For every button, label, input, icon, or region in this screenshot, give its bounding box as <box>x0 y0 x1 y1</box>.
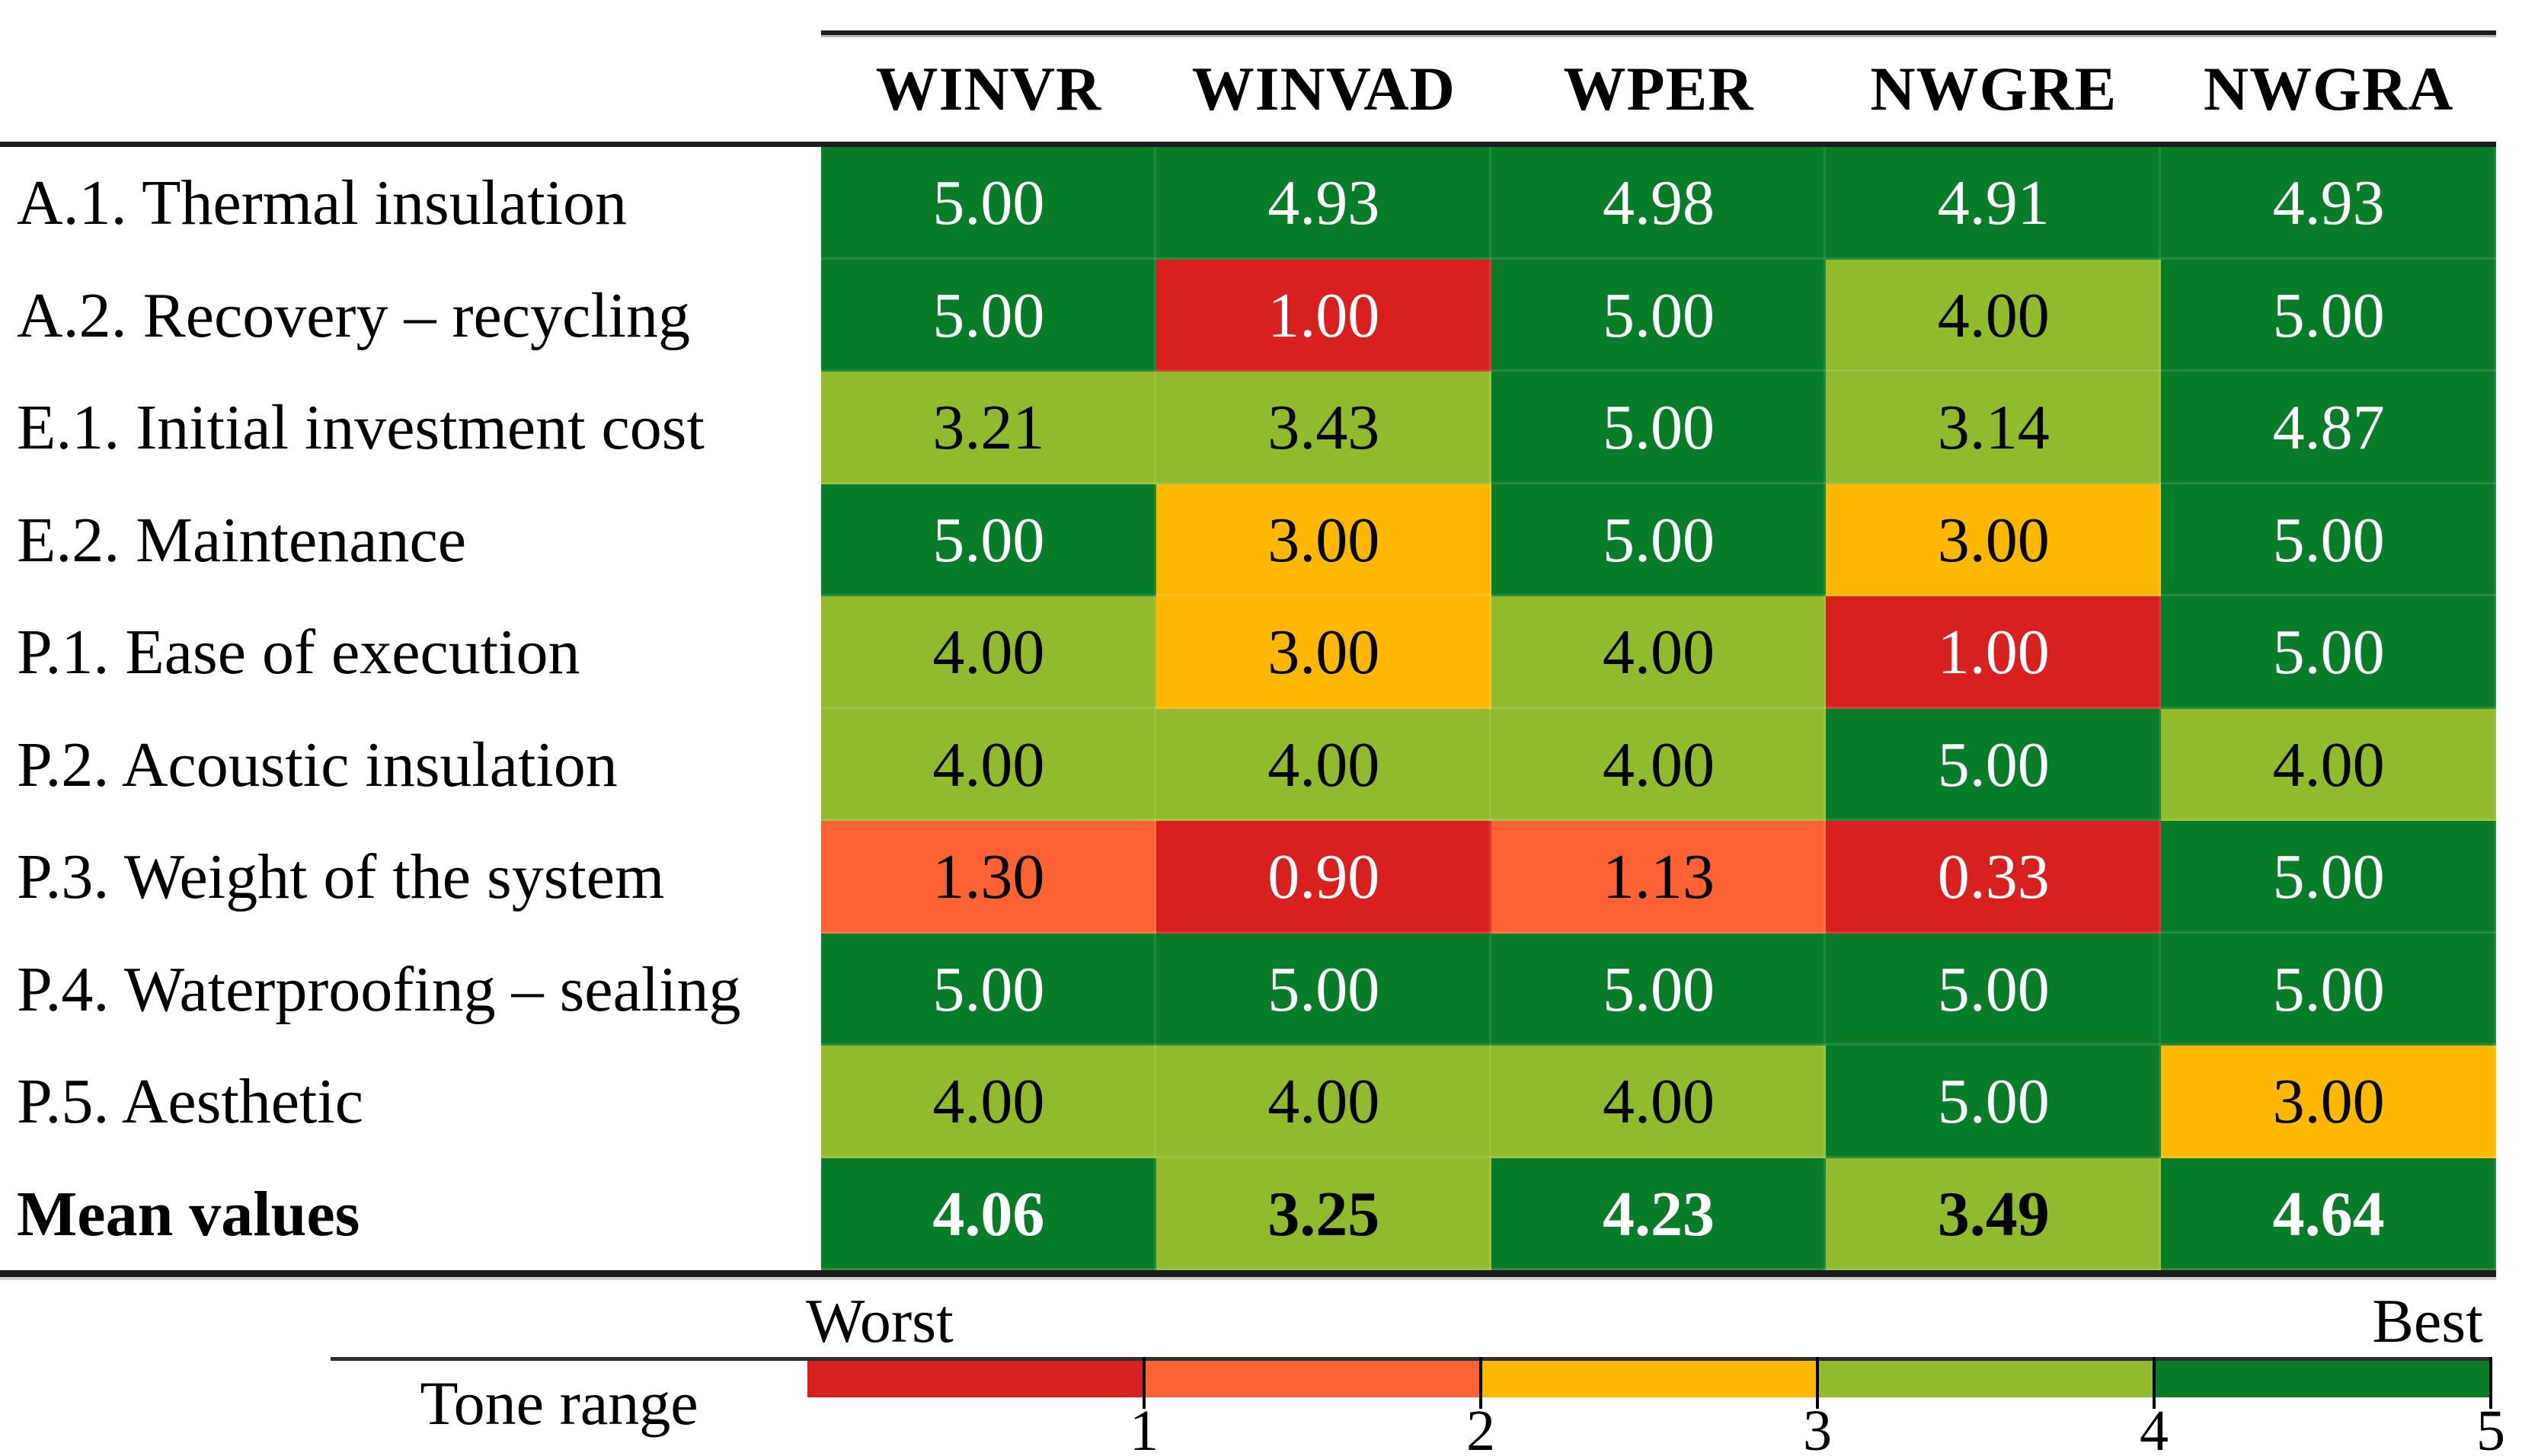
legend-color-segment <box>807 1361 1144 1397</box>
heatmap-cell: 4.87 <box>2161 372 2496 484</box>
heatmap-cell: 3.49 <box>1826 1157 2162 1270</box>
legend-tick-label: 3 <box>1803 1399 1832 1456</box>
column-header: WINVAD <box>1191 54 1456 123</box>
column-headers: WINVR WINVAD WPER NWGRE NWGRA <box>821 38 2496 140</box>
row-label: E.2. Maintenance <box>0 484 821 596</box>
heatmap-cell: 5.00 <box>1826 933 2162 1046</box>
legend-color-segment <box>1817 1361 2154 1397</box>
column-header: NWGRA <box>2203 54 2454 123</box>
heatmap-cell: 5.00 <box>1491 259 1827 372</box>
table-bottom-rule <box>0 1270 2496 1277</box>
heatmap-cell: 5.00 <box>1491 372 1827 484</box>
legend-color-segment <box>1144 1361 1481 1397</box>
column-header: WINVR <box>875 54 1102 123</box>
header-bottom-rule <box>0 142 2496 147</box>
heatmap-cell: 0.90 <box>1156 821 1491 934</box>
heatmap-cell: 4.00 <box>1826 259 2162 372</box>
heatmap-cell: 4.64 <box>2161 1157 2496 1270</box>
heatmap-cell: 4.00 <box>821 596 1156 709</box>
legend-color-segment <box>2154 1361 2491 1397</box>
heatmap-cell: 1.00 <box>1826 596 2162 709</box>
heatmap-cell: 5.00 <box>821 259 1156 372</box>
row-label: P.3. Weight of the system <box>0 821 821 934</box>
heatmap-cell: 1.13 <box>1491 821 1827 934</box>
heatmap-cell: 3.00 <box>2161 1046 2496 1158</box>
legend-tick-label: 2 <box>1466 1399 1495 1456</box>
legend-tick-label: 4 <box>2140 1399 2169 1456</box>
column-header: WPER <box>1563 54 1754 123</box>
legend-color-segment <box>1481 1361 1817 1397</box>
heatmap-cell: 5.00 <box>821 484 1156 596</box>
legend-tick <box>2489 1357 2492 1409</box>
heatmap-cell: 5.00 <box>2161 596 2496 709</box>
row-label: P.2. Acoustic insulation <box>0 708 821 821</box>
heatmap-cell: 1.00 <box>1156 259 1491 372</box>
heatmap-cell: 4.00 <box>1491 1046 1827 1158</box>
legend-tick <box>1479 1357 1482 1409</box>
heatmap-cell: 5.00 <box>2161 933 2496 1046</box>
heatmap-cell: 3.00 <box>1156 484 1491 596</box>
heatmap-cell: 5.00 <box>821 933 1156 1046</box>
heatmap-cell: 4.00 <box>821 1046 1156 1158</box>
heatmap-cell: 4.91 <box>1826 147 2162 260</box>
heatmap-cell: 4.00 <box>1156 1046 1491 1158</box>
header-top-rule <box>821 30 2496 35</box>
heatmap-cell: 4.98 <box>1491 147 1827 260</box>
legend-tick <box>1816 1357 1819 1409</box>
heatmap-cell: 5.00 <box>1156 933 1491 1046</box>
row-label: A.1. Thermal insulation <box>0 147 821 260</box>
legend-tick-label: 1 <box>1130 1399 1159 1456</box>
legend-tick-label: 5 <box>2476 1399 2505 1456</box>
row-label: P.5. Aesthetic <box>0 1046 821 1158</box>
heatmap-cell: 5.00 <box>821 147 1156 260</box>
heatmap-cell: 4.93 <box>1156 147 1491 260</box>
row-label: Mean values <box>0 1157 821 1270</box>
legend-axis-line <box>331 1357 2491 1361</box>
row-label: A.2. Recovery – recycling <box>0 259 821 372</box>
heatmap-cell: 5.00 <box>1491 484 1827 596</box>
legend-tick <box>2153 1357 2156 1409</box>
row-label: P.4. Waterproofing – sealing <box>0 933 821 1046</box>
heatmap-cell: 0.33 <box>1826 821 2162 934</box>
heatmap-cell: 3.25 <box>1156 1157 1491 1270</box>
legend-tick <box>1143 1357 1146 1409</box>
heatmap-cell: 5.00 <box>1826 708 2162 821</box>
heatmap-cell: 4.00 <box>1491 708 1827 821</box>
heatmap-cell: 4.00 <box>1491 596 1827 709</box>
heatmap-cell: 5.00 <box>2161 484 2496 596</box>
row-label: E.1. Initial investment cost <box>0 372 821 484</box>
heatmap-cell: 4.00 <box>2161 708 2496 821</box>
legend-title: Tone range <box>420 1368 698 1438</box>
heatmap-cell: 3.43 <box>1156 372 1491 484</box>
heatmap-cell: 5.00 <box>2161 259 2496 372</box>
heatmap-cell: 4.23 <box>1491 1157 1827 1270</box>
heatmap-cell: 5.00 <box>1826 1046 2162 1158</box>
heatmap-cell: 3.00 <box>1156 596 1491 709</box>
legend-worst-label: Worst <box>806 1286 954 1355</box>
heatmap-grid: A.1. Thermal insulation 5.00 4.93 4.98 4.91 4… <box>0 147 2496 1270</box>
heatmap-cell: 3.14 <box>1826 372 2162 484</box>
heatmap-cell: 3.21 <box>821 372 1156 484</box>
heatmap-cell: 5.00 <box>1491 933 1827 1046</box>
heatmap-cell: 4.06 <box>821 1157 1156 1270</box>
row-label: P.1. Ease of execution <box>0 596 821 709</box>
heatmap-cell: 3.00 <box>1826 484 2162 596</box>
heatmap-cell: 4.00 <box>1156 708 1491 821</box>
heatmap-cell: 4.00 <box>821 708 1156 821</box>
heatmap-cell: 4.93 <box>2161 147 2496 260</box>
legend-best-label: Best <box>2372 1286 2483 1355</box>
heatmap-cell: 1.30 <box>821 821 1156 934</box>
column-header: NWGRE <box>1870 54 2118 123</box>
legend-color-bar <box>807 1361 2491 1397</box>
heatmap-cell: 5.00 <box>2161 821 2496 934</box>
